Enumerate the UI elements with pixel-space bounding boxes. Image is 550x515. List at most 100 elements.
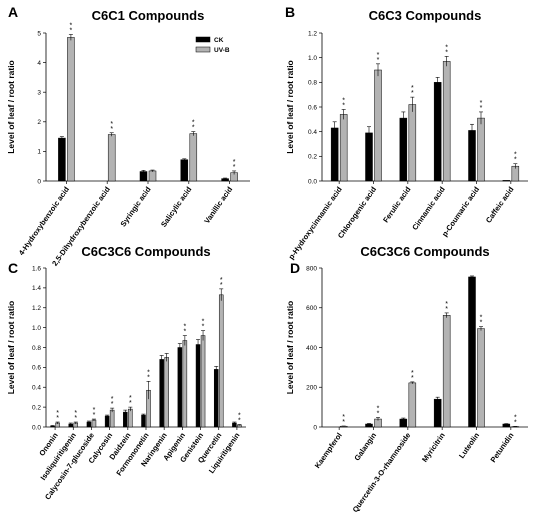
x-tick-label: Luteolin xyxy=(457,431,481,460)
significance-marker: * xyxy=(93,407,96,414)
panel-letter: D xyxy=(290,260,300,276)
y-tick-label: 400 xyxy=(306,345,317,352)
x-tick-label: Syringic acid xyxy=(118,185,152,229)
bar-uv-b xyxy=(408,382,417,428)
significance-marker: * xyxy=(93,412,96,419)
significance-marker: * xyxy=(202,319,205,326)
y-axis-label: Level of leaf / root ratio xyxy=(6,301,16,395)
bar-uv-b xyxy=(107,134,116,182)
significance-marker: * xyxy=(238,413,241,420)
significance-marker: * xyxy=(342,419,345,426)
x-tick-label: p-Hydroxycinnamic acid xyxy=(287,185,344,262)
y-tick-label: 0.8 xyxy=(308,80,317,87)
x-tick-label: Myricitrin xyxy=(420,431,447,464)
y-tick-label: 5 xyxy=(37,30,41,37)
x-tick-label: Ferulic acid xyxy=(381,185,413,225)
bar-ck xyxy=(399,418,408,428)
significance-marker: * xyxy=(445,306,448,313)
bar-uv-b xyxy=(374,69,382,182)
x-tick-label: Chlorogenic acid xyxy=(336,185,379,240)
bar-ck xyxy=(104,415,110,428)
y-tick-label: 1.6 xyxy=(32,265,41,272)
bar-ck xyxy=(159,359,164,428)
panel-letter: C xyxy=(8,260,18,276)
bar-ck xyxy=(502,423,511,428)
bar-ck xyxy=(139,171,148,182)
bar-uv-b xyxy=(67,37,75,182)
bar-ck xyxy=(433,398,442,428)
significance-marker: * xyxy=(514,419,517,426)
bar-ck xyxy=(468,276,476,428)
significance-marker: * xyxy=(233,159,236,166)
y-tick-label: 1.0 xyxy=(32,325,41,332)
y-tick-label: 1.2 xyxy=(308,30,317,37)
significance-marker: * xyxy=(377,57,380,64)
bar-uv-b xyxy=(477,117,485,182)
bar-uv-b xyxy=(109,409,115,428)
x-tick-label: Salicylic acid xyxy=(159,185,194,229)
significance-marker: * xyxy=(129,395,132,402)
y-axis-label: Level of leaf / root ratio xyxy=(285,301,295,395)
significance-marker: * xyxy=(514,152,517,159)
y-tick-label: 0.4 xyxy=(308,129,317,136)
significance-marker: * xyxy=(377,410,380,417)
y-tick-label: 200 xyxy=(306,385,317,392)
y-tick-label: 1.0 xyxy=(308,55,317,62)
significance-marker: * xyxy=(377,52,380,59)
significance-marker: * xyxy=(111,401,114,408)
chart-panel-c: C C6C3C6 Compounds Level of leaf / root ra… xyxy=(6,244,246,501)
bar-uv-b xyxy=(339,114,348,182)
significance-marker: * xyxy=(411,85,414,92)
bar-ck xyxy=(123,411,128,428)
significance-marker: * xyxy=(110,126,113,133)
significance-marker: * xyxy=(147,374,150,381)
chart-title: C6C3C6 Compounds xyxy=(360,244,489,259)
significance-marker: * xyxy=(70,27,73,34)
x-tick-label: Cinnamic acid xyxy=(410,185,447,232)
significance-marker: * xyxy=(202,324,205,331)
y-tick-label: 1.4 xyxy=(32,285,41,292)
chart-title: C6C3C6 Compounds xyxy=(81,244,210,259)
significance-marker: * xyxy=(183,324,186,331)
bar-uv-b xyxy=(477,328,485,428)
significance-marker: * xyxy=(111,396,114,403)
significance-marker: * xyxy=(192,120,195,127)
bar-uv-b xyxy=(189,133,198,182)
chart-title: C6C3 Compounds xyxy=(369,8,482,23)
bar-uv-b xyxy=(148,170,157,182)
y-tick-label: 2 xyxy=(37,119,41,126)
significance-marker: * xyxy=(411,375,414,382)
bar-uv-b xyxy=(218,294,224,428)
bar-uv-b xyxy=(91,419,97,428)
significance-marker: * xyxy=(70,22,73,29)
significance-marker: * xyxy=(411,90,414,97)
legend-swatch xyxy=(195,36,211,43)
bar-ck xyxy=(213,369,219,428)
legend-label: CK xyxy=(214,37,224,44)
bar-uv-b xyxy=(442,315,451,428)
bar-ck xyxy=(468,130,476,182)
significance-marker: * xyxy=(342,414,345,421)
bar-ck xyxy=(502,180,511,182)
significance-marker: * xyxy=(74,415,77,422)
y-axis-label: Level of leaf / root ratio xyxy=(6,60,16,154)
significance-marker: * xyxy=(342,97,345,104)
significance-marker: * xyxy=(147,369,150,376)
y-tick-label: 0 xyxy=(37,178,41,185)
x-tick-label: Galangin xyxy=(352,431,378,463)
significance-marker: * xyxy=(56,415,59,422)
significance-marker: * xyxy=(480,320,483,327)
chart-title: C6C1 Compounds xyxy=(92,8,205,23)
significance-marker: * xyxy=(377,405,380,412)
bar-uv-b xyxy=(182,340,188,428)
significance-marker: * xyxy=(411,370,414,377)
y-tick-label: 0 xyxy=(313,424,317,431)
significance-marker: * xyxy=(445,49,448,56)
y-tick-label: 0.2 xyxy=(308,154,317,161)
bar-uv-b xyxy=(200,335,206,428)
bar-ck xyxy=(365,132,373,182)
bar-uv-b xyxy=(164,357,169,428)
chart-panel-b: B C6C3 Compounds Level of leaf / root rati… xyxy=(285,4,528,261)
x-tick-label: Petunidin xyxy=(488,431,515,464)
bar-ck xyxy=(180,159,189,182)
